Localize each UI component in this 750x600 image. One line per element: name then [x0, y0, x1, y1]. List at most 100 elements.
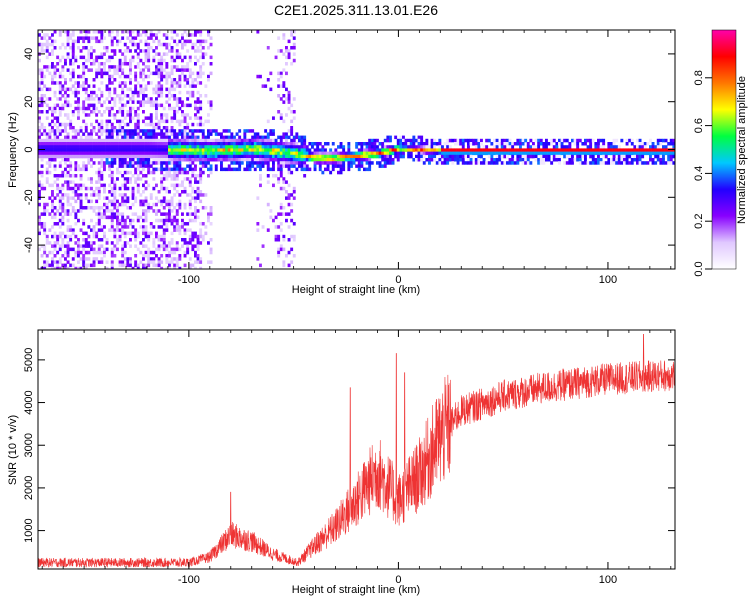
spectrogram-cell [170, 199, 174, 204]
spectrogram-cell [259, 263, 262, 268]
spectrogram-cell [186, 170, 190, 175]
spectrogram-cell [240, 161, 244, 165]
spectrogram-cell [118, 186, 122, 191]
spectrogram-cell [331, 164, 335, 168]
spectrogram-cell [274, 145, 278, 149]
spectrogram-cell [100, 161, 104, 165]
spectrogram-cell [508, 151, 512, 156]
spectrogram-cell [194, 218, 197, 223]
spectrogram-cell [61, 87, 65, 92]
spectrogram-cell [378, 161, 382, 165]
spectrogram-cell [186, 244, 190, 248]
spectrogram-cell [633, 158, 637, 162]
spectrogram-cell [126, 142, 130, 146]
spectrogram-cell [95, 231, 99, 236]
spectrogram-cell [360, 148, 364, 152]
spectrogram-cell [168, 206, 171, 210]
spectrogram-cell [183, 222, 187, 226]
spectrogram-cell [467, 138, 470, 143]
spectrogram-cell [298, 135, 301, 140]
spectrogram-cell [347, 158, 351, 162]
spectrogram-cell [285, 62, 288, 66]
spectrogram-cell [136, 231, 140, 236]
spectrogram-cell [45, 138, 49, 143]
spectrogram-cell [61, 94, 65, 98]
spectrogram-cell [617, 145, 621, 149]
spectrogram-cell [100, 52, 104, 56]
spectrogram-cell [480, 142, 483, 146]
spectrogram-cell [97, 151, 101, 156]
spectrogram-cell [248, 148, 252, 152]
spectrogram-cell [45, 154, 49, 159]
spectrogram-cell [170, 81, 174, 85]
spectrogram-cell [110, 65, 114, 69]
spectrogram-cell [188, 94, 192, 98]
spectrogram-cell [558, 151, 561, 156]
spectrogram-cell [581, 161, 585, 165]
spectrogram-cell [282, 161, 286, 165]
spectrogram-cell [66, 254, 70, 258]
spectrogram-cell [64, 266, 67, 269]
spectrogram-cell [40, 81, 44, 85]
spectrogram-cell [199, 174, 203, 178]
spectrogram-cell [129, 148, 132, 152]
spectrogram-cell [152, 138, 156, 143]
spectrogram-cell [142, 254, 145, 258]
spectrogram-cell [79, 209, 83, 213]
spectrogram-cell [155, 100, 158, 104]
spectrogram-cell [331, 167, 335, 172]
spectrogram-cell [526, 151, 530, 156]
spectrogram-cell [77, 266, 80, 269]
spectrogram-cell [95, 148, 99, 152]
spectrogram-cell [313, 164, 317, 168]
spectrogram-cell [175, 103, 179, 108]
spectrogram-cell [573, 158, 577, 162]
spectrogram-cell [71, 186, 75, 191]
spectrogram-cell [77, 154, 80, 159]
spectrogram-cell [165, 42, 169, 47]
spectrogram-cell [407, 148, 411, 152]
spectrogram-cell [160, 212, 164, 216]
spectrogram-cell [38, 196, 41, 200]
spectrogram-cell [131, 106, 135, 111]
spectrogram-cell [292, 158, 296, 162]
spectrogram-cell [56, 138, 60, 143]
spectrogram-cell [370, 161, 374, 165]
spectrogram-cell [467, 151, 470, 156]
spectrogram-cell [183, 151, 187, 156]
spectrogram-cell [66, 87, 70, 92]
spectrogram-cell [451, 148, 455, 152]
spectrogram-cell [56, 62, 60, 66]
spectrogram-cell [628, 138, 632, 143]
spectrogram-cell [196, 247, 200, 252]
spectrogram-cell [420, 158, 424, 162]
spectrogram-cell [181, 113, 184, 117]
spectrogram-cell [441, 148, 444, 152]
spectrogram-cell [56, 97, 60, 101]
spectrogram-cell [170, 247, 174, 252]
spectrogram-cell [69, 228, 73, 232]
spectrogram-cell [196, 135, 200, 140]
spectrogram-cell [204, 164, 208, 168]
spectrogram-cell [199, 190, 203, 194]
spectrogram-cell [139, 74, 143, 79]
spectrogram-cell [147, 154, 151, 159]
spectrogram-cell [396, 151, 400, 156]
spectrogram-cell [79, 183, 83, 188]
spectrogram-cell [170, 46, 174, 50]
spectrogram-cell [225, 135, 229, 140]
spectrogram-cell [123, 177, 127, 181]
spectrogram-cell [170, 142, 174, 146]
spectrogram-cell [165, 215, 169, 220]
spectrogram-cell [64, 62, 67, 66]
spectrogram-cell [532, 151, 535, 156]
spectrogram-cell [207, 30, 210, 34]
spectrogram-cell [422, 161, 426, 165]
spectrogram-cell [365, 167, 369, 172]
spectrogram-cell [113, 113, 117, 117]
spectrogram-cell [201, 164, 205, 168]
spectrogram-cell [87, 52, 91, 56]
spectrogram-cell [170, 138, 174, 143]
spectrogram-cell [222, 138, 226, 143]
spectrogram-cell [422, 151, 426, 156]
